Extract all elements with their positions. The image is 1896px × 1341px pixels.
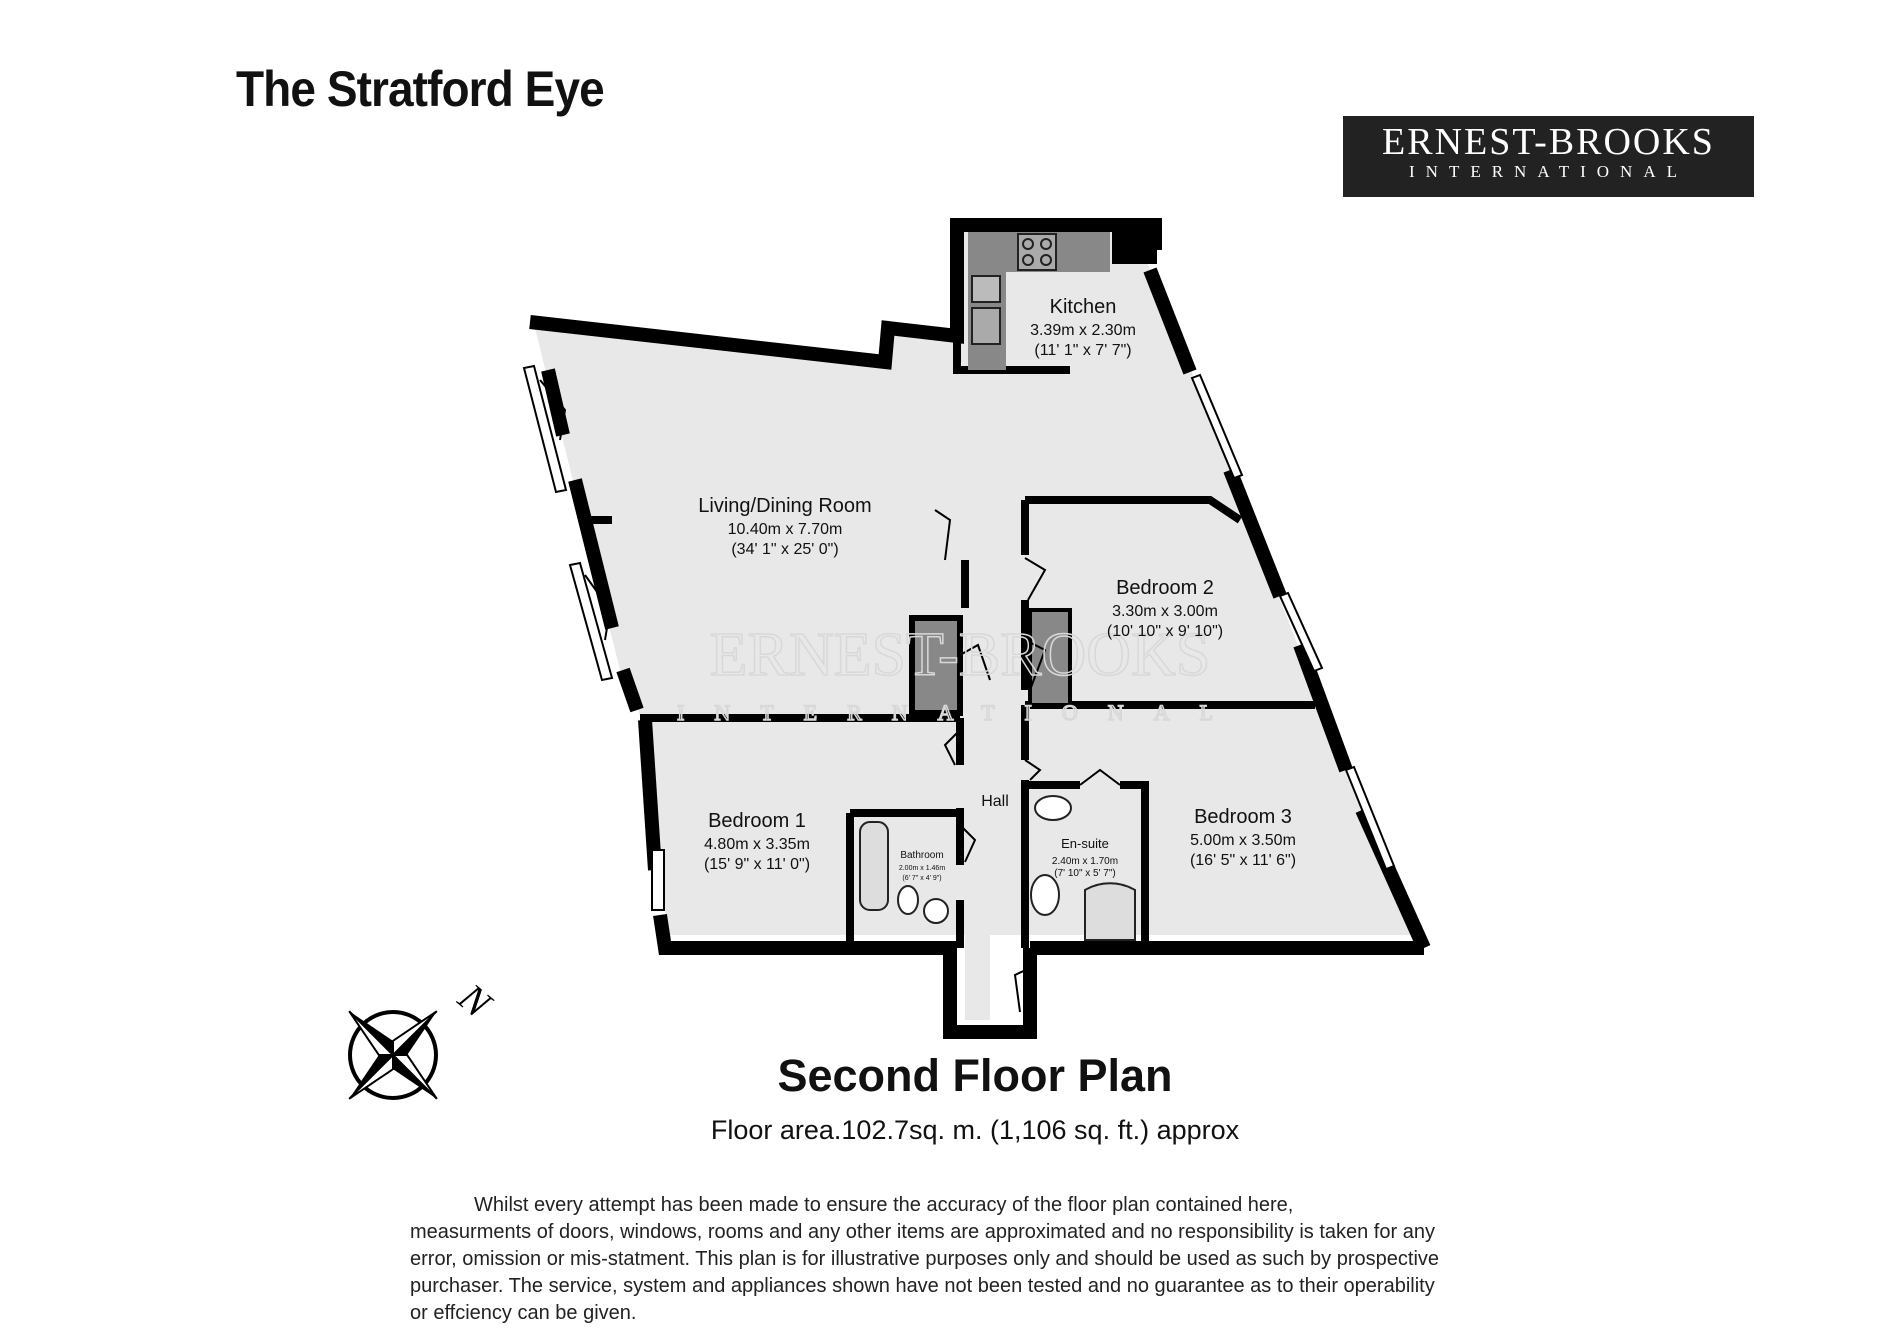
- bathroom-fixtures: [859, 795, 1136, 941]
- shower-icon: [1084, 882, 1136, 941]
- room-imperial-bedroom-2: (10' 10" x 9' 10"): [1107, 623, 1223, 640]
- room-imperial-bathroom: (6' 7" x 4' 9"): [902, 875, 941, 882]
- disclaimer: Whilst every attempt has been made to en…: [410, 1192, 1550, 1327]
- plan-heading: Second Floor Plan: [777, 1050, 1173, 1101]
- structural-column: [1112, 218, 1157, 264]
- room-name-hall: Hall: [981, 793, 1009, 810]
- property-title: The Stratford Eye: [236, 61, 605, 117]
- room-name-kitchen: Kitchen: [1050, 296, 1117, 318]
- room-metric-living: 10.40m x 7.70m: [728, 521, 843, 538]
- company-logo: Ernest-Brooks International: [1343, 116, 1754, 197]
- room-imperial-bedroom-3: (16' 5" x 11' 6"): [1190, 852, 1296, 869]
- room-imperial-kitchen: (11' 1" x 7' 7"): [1034, 342, 1131, 359]
- room-name-bedroom-3: Bedroom 3: [1194, 806, 1292, 828]
- ensuite-basin-icon: [1034, 795, 1072, 821]
- room-imperial-ensuite: (7' 10" x 5' 7"): [1054, 868, 1116, 879]
- ensuite-toilet-icon: [1030, 874, 1060, 916]
- logo-line-1: Ernest-Brooks: [1382, 121, 1715, 163]
- kitchen-fixtures: [968, 232, 1110, 370]
- room-name-living: Living/Dining Room: [698, 495, 871, 517]
- watermark-line-1: Ernest-Brooks: [710, 621, 1211, 689]
- compass-icon: [348, 1010, 438, 1100]
- doors: [539, 379, 1121, 1013]
- room-metric-bedroom-2: 3.30m x 3.00m: [1112, 603, 1218, 620]
- room-name-bedroom-2: Bedroom 2: [1116, 577, 1214, 599]
- disclaimer-line: Whilst every attempt has been made to en…: [474, 1194, 1294, 1216]
- room-metric-bathroom: 2.00m x 1.46m: [899, 865, 945, 872]
- room-metric-bedroom-3: 5.00m x 3.50m: [1190, 832, 1296, 849]
- room-metric-kitchen: 3.39m x 2.30m: [1030, 322, 1136, 339]
- watermark-line-2: International: [677, 700, 1243, 725]
- disclaimer-line: or effciency can be given.: [410, 1302, 637, 1324]
- sink-icon: [971, 275, 1001, 345]
- room-name-bedroom-1: Bedroom 1: [708, 810, 806, 832]
- hob-icon: [1017, 233, 1057, 271]
- windows: [522, 364, 1396, 911]
- logo-line-2: International: [1409, 162, 1688, 181]
- disclaimer-line: error, omission or mis-statment. This pl…: [410, 1248, 1440, 1270]
- disclaimer-line: purchaser. The service, system and appli…: [410, 1275, 1435, 1297]
- room-labels: Kitchen 3.39m x 2.30m (11' 1" x 7' 7") L…: [698, 296, 1296, 882]
- bathtub-icon: [859, 821, 889, 911]
- room-metric-bedroom-1: 4.80m x 3.35m: [704, 836, 810, 853]
- room-name-ensuite: En-suite: [1061, 836, 1109, 851]
- toilet-icon: [897, 885, 919, 915]
- floor-area: [535, 225, 1410, 1020]
- room-imperial-bedroom-1: (15' 9" x 11' 0"): [704, 856, 810, 873]
- storage-cupboard-2: [1028, 608, 1072, 707]
- disclaimer-line: measurments of doors, windows, rooms and…: [410, 1221, 1435, 1243]
- internal-walls: [590, 336, 1315, 948]
- floor-area-text: Floor area.102.7sq. m. (1,106 sq. ft.) a…: [710, 1115, 1240, 1145]
- room-imperial-living: (34' 1" x 25' 0"): [731, 541, 838, 558]
- basin-icon: [923, 898, 949, 924]
- room-metric-ensuite: 2.40m x 1.70m: [1052, 856, 1118, 867]
- storage-cupboard: [909, 615, 963, 716]
- room-name-bathroom: Bathroom: [900, 850, 943, 861]
- watermark: Ernest-Brooks International: [676, 620, 1243, 726]
- compass-north-label: N: [449, 974, 501, 1028]
